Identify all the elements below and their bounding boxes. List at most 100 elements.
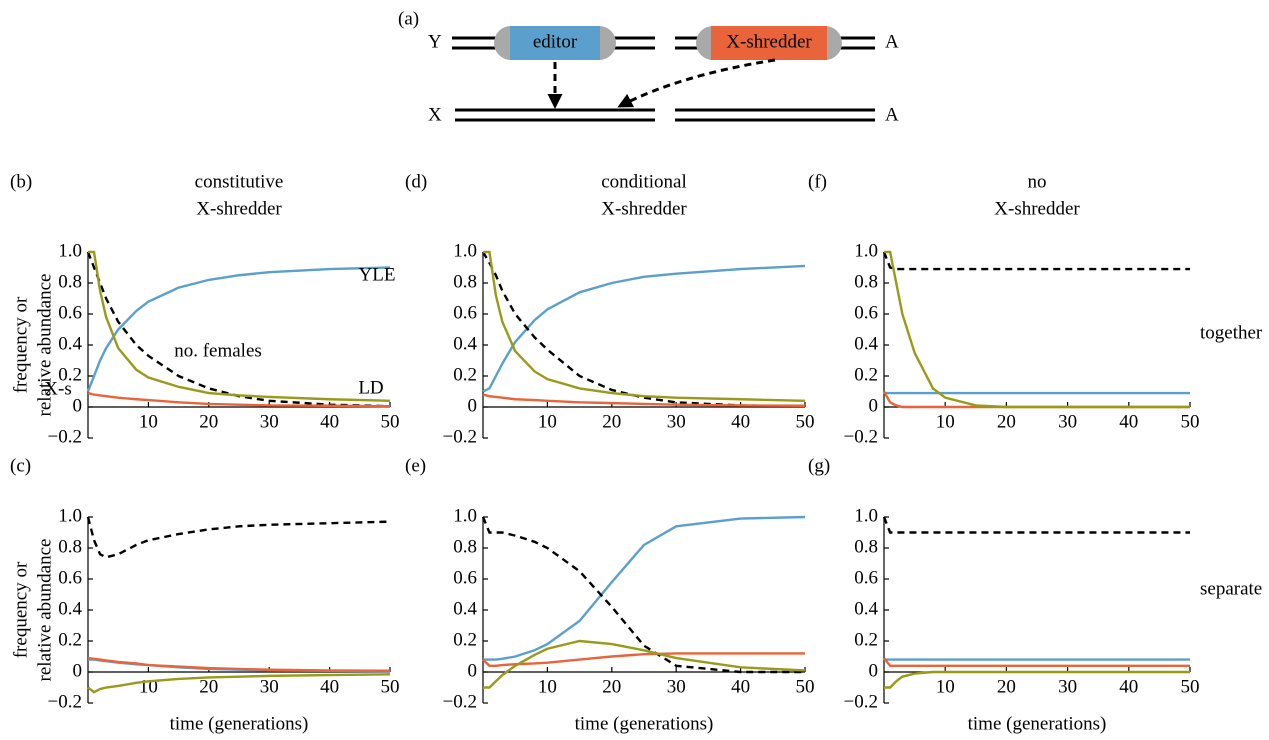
- y-tick-label: 0.2: [453, 364, 477, 385]
- chart-title: conditional: [601, 171, 686, 192]
- x-tick-label: 40: [1119, 676, 1138, 697]
- x-shredder-label: X-shredder: [726, 31, 812, 52]
- arrow: [617, 58, 776, 108]
- x-tick-label: 10: [139, 676, 158, 697]
- y-tick-label: 1.0: [58, 240, 82, 261]
- chromosome-label: Y: [428, 31, 442, 52]
- y-tick-label: 0.6: [854, 567, 878, 588]
- series-line: [483, 515, 806, 661]
- row-label: together: [1200, 322, 1263, 343]
- series-line: [87, 391, 391, 408]
- series-line: [884, 250, 1190, 409]
- y-tick-label: −0.2: [844, 426, 878, 447]
- x-tick-label: 10: [139, 411, 158, 432]
- y-tick-label: 0.2: [854, 364, 878, 385]
- y-tick-label: 0: [73, 660, 83, 681]
- x-tick-label: 10: [538, 676, 557, 697]
- y-tick-label: 0.6: [854, 302, 878, 323]
- x-tick-label: 30: [1058, 411, 1077, 432]
- x-tick-label: 50: [796, 411, 815, 432]
- series-line: [883, 657, 1190, 667]
- x-tick-label: 20: [602, 676, 621, 697]
- x-tick-label: 50: [381, 676, 400, 697]
- series-line: [882, 516, 1190, 534]
- series-label: X-s: [44, 378, 71, 399]
- y-tick-label: 0.4: [854, 598, 878, 619]
- chart-title: no: [1028, 171, 1047, 192]
- y-axis-label: frequency or: [10, 561, 31, 658]
- x-tick-label: 30: [260, 411, 279, 432]
- y-axis-label: relative abundance: [34, 539, 55, 682]
- series-line: [86, 516, 391, 559]
- y-tick-label: 0.8: [58, 536, 82, 557]
- chart-title: X-shredder: [601, 198, 687, 219]
- x-tick-label: 40: [731, 676, 750, 697]
- y-tick-label: 0.4: [58, 333, 82, 354]
- series-line: [483, 639, 806, 689]
- y-tick-label: −0.2: [48, 691, 82, 712]
- x-tick-label: 50: [1181, 676, 1200, 697]
- series-label: no. females: [174, 340, 262, 361]
- series-line: [481, 516, 805, 674]
- x-tick-label: 30: [667, 411, 686, 432]
- series-line: [481, 251, 806, 408]
- editor-label: editor: [533, 31, 578, 52]
- x-tick-label: 30: [260, 676, 279, 697]
- editor-box: [510, 26, 600, 60]
- series-line: [482, 264, 806, 393]
- y-tick-label: 1.0: [854, 505, 878, 526]
- series-line: [87, 673, 391, 694]
- y-tick-label: 0: [869, 395, 879, 416]
- chart-title: X-shredder: [196, 198, 282, 219]
- panel-label: (e): [405, 455, 426, 476]
- x-tick-label: 40: [320, 676, 339, 697]
- y-tick-label: 0.6: [58, 567, 82, 588]
- y-tick-label: 1.0: [58, 505, 82, 526]
- y-tick-label: −0.2: [443, 426, 477, 447]
- panel-label: (d): [405, 171, 427, 192]
- x-tick-label: 10: [538, 411, 557, 432]
- series-label: LD: [358, 377, 383, 398]
- x-tick-label: 30: [1058, 676, 1077, 697]
- y-tick-label: 1.0: [453, 505, 477, 526]
- chart: (b) constitutive X-shredder frequency or rel…: [10, 171, 400, 447]
- chart: (e) time (generations) −0.2 0 0.2 0.4 0.6 0.8 1.…: [405, 455, 815, 734]
- x-tick-label: 20: [199, 411, 218, 432]
- y-tick-label: 0.2: [854, 629, 878, 650]
- x-axis-label: time (generations): [170, 713, 309, 734]
- x-tick-label: 20: [997, 676, 1016, 697]
- x-tick-label: 20: [997, 411, 1016, 432]
- series-line: [482, 652, 805, 667]
- chart-title: X-shredder: [994, 198, 1080, 219]
- series-line: [87, 656, 391, 672]
- x-tick-label: 40: [320, 411, 339, 432]
- y-tick-label: 0.6: [453, 567, 477, 588]
- y-tick-label: 0: [73, 395, 83, 416]
- x-axis-label: time (generations): [575, 713, 714, 734]
- x-tick-label: 50: [796, 676, 815, 697]
- y-tick-label: 1.0: [453, 240, 477, 261]
- y-tick-label: 0.6: [453, 302, 477, 323]
- y-tick-label: 0.6: [58, 302, 82, 323]
- chart: (c) frequency or relative abundance time (g…: [10, 455, 400, 734]
- y-tick-label: 0.8: [453, 271, 477, 292]
- x-shredder-box: [711, 26, 827, 60]
- y-tick-label: 0: [468, 395, 478, 416]
- x-tick-label: 50: [381, 411, 400, 432]
- y-tick-label: −0.2: [48, 426, 82, 447]
- series-line: [88, 250, 391, 402]
- series-label: YLE: [359, 264, 396, 285]
- chromosome-label: A: [885, 104, 899, 125]
- y-axis-label: relative abundance: [34, 274, 55, 417]
- series-line: [86, 266, 391, 392]
- chart: (g) time (generations) −0.2 0 0.2 0.4 0.6 0.8 1.…: [808, 455, 1200, 734]
- x-tick-label: 50: [1181, 411, 1200, 432]
- y-tick-label: 0.4: [453, 333, 477, 354]
- series-line: [882, 251, 1190, 271]
- chromosome-label: X: [428, 104, 442, 125]
- y-tick-label: 0.8: [854, 536, 878, 557]
- y-tick-label: 0.8: [453, 536, 477, 557]
- series-line: [483, 250, 806, 402]
- x-axis-label: time (generations): [968, 713, 1107, 734]
